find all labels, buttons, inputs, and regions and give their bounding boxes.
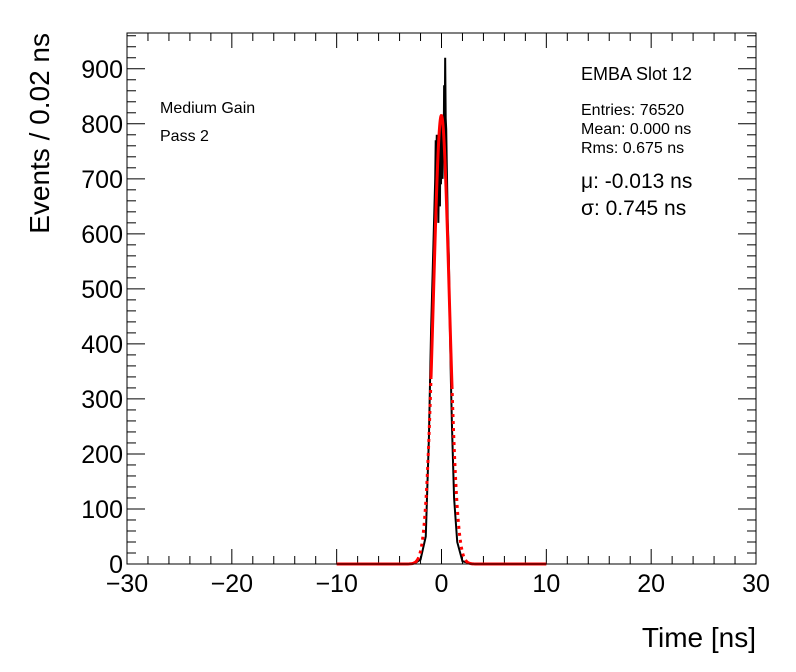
y-tick-label: 200 (81, 441, 123, 469)
x-tick-label: −10 (315, 570, 357, 598)
annotation-mu: μ: -0.013 ns (581, 170, 692, 193)
fit-core (429, 114, 454, 387)
x-tick-label: 0 (435, 570, 449, 598)
y-tick-label: 0 (109, 551, 123, 579)
y-tick-labels: 0 100 200 300 400 500 600 700 800 900 (81, 56, 123, 579)
y-tick-label: 800 (81, 111, 123, 139)
annotation-rms: Rms: 0.675 ns (581, 140, 684, 157)
fit-dotted-left (416, 377, 433, 561)
plot-frame (126, 32, 757, 565)
annotation-sigma: σ: 0.745 ns (581, 197, 686, 220)
annotation-pass: Pass 2 (160, 128, 209, 145)
fit-dotted-right (450, 386, 467, 562)
x-tick-label: 20 (637, 570, 665, 598)
y-tick-label: 500 (81, 276, 123, 304)
annotation-title: EMBA Slot 12 (581, 64, 692, 84)
y-tick-label: 700 (81, 166, 123, 194)
y-axis-title: Events / 0.02 ns (24, 33, 55, 234)
y-tick-label: 100 (81, 496, 123, 524)
axis-ticks (126, 33, 757, 565)
x-tick-label: 10 (532, 570, 560, 598)
annotation-mean: Mean: 0.000 ns (581, 121, 691, 138)
y-tick-label: 900 (81, 56, 123, 84)
y-tick-label: 600 (81, 221, 123, 249)
x-tick-labels: −30 −20 −10 0 10 20 30 (106, 570, 770, 598)
x-axis-title: Time [ns] (642, 622, 756, 653)
x-tick-label: −20 (211, 570, 253, 598)
y-tick-label: 400 (81, 331, 123, 359)
annotation-medium-gain: Medium Gain (160, 100, 255, 117)
x-tick-label: 30 (742, 570, 770, 598)
y-tick-label: 300 (81, 386, 123, 414)
annotation-entries: Entries: 76520 (581, 102, 684, 119)
x-tick-label: −30 (106, 570, 148, 598)
